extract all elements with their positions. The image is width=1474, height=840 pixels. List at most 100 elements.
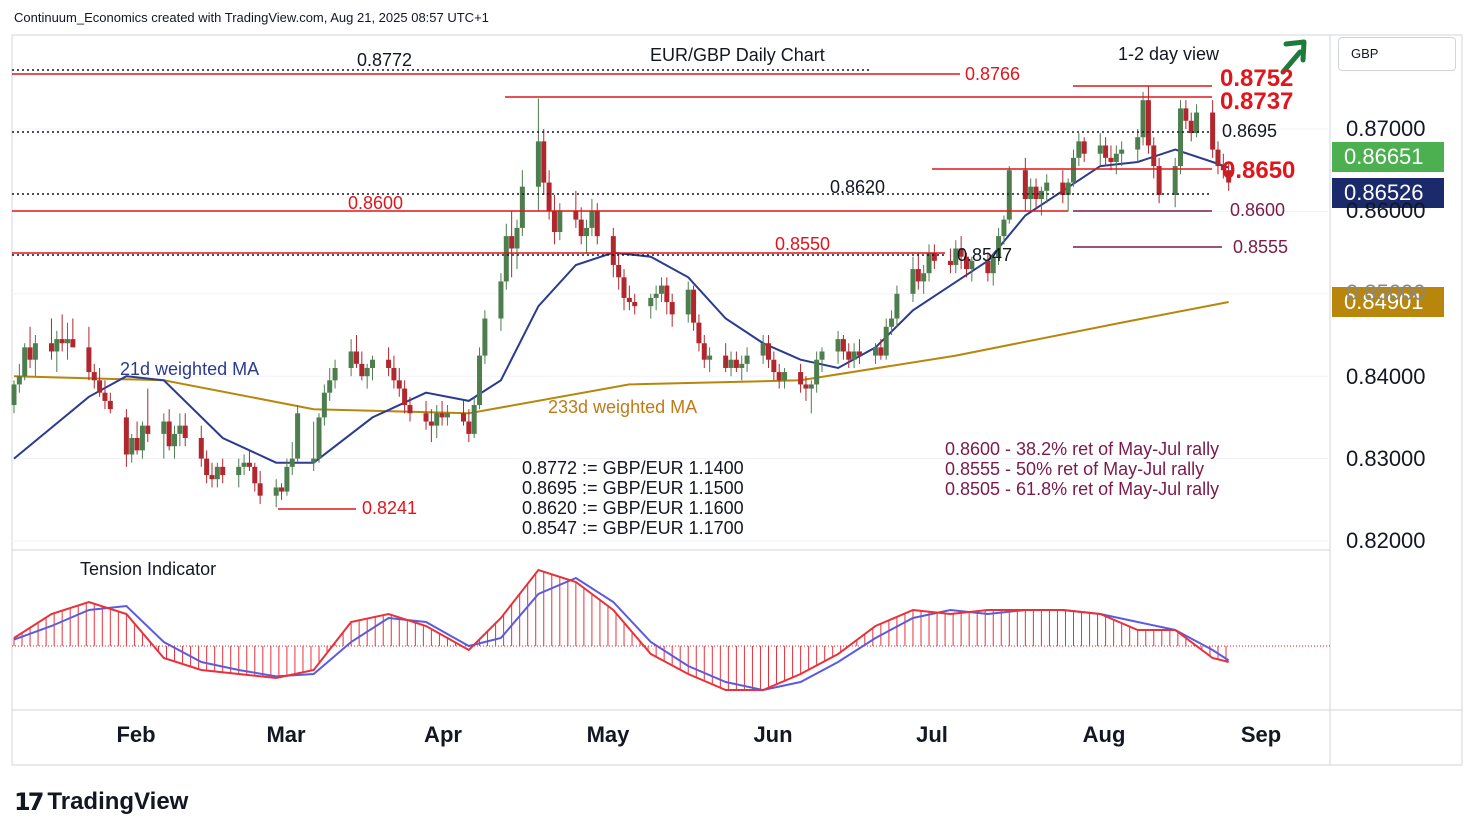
retrace-8600-label: 0.8600 — [1230, 200, 1286, 220]
level-8752-label: 0.8752 — [1220, 65, 1294, 92]
candle-body — [273, 487, 279, 496]
candle-body — [840, 339, 846, 352]
candle-body — [808, 384, 814, 389]
tradingview-logo-icon: 17 — [14, 788, 44, 816]
ma233-label: 233d weighted MA — [548, 397, 698, 417]
candle-body — [321, 392, 327, 418]
candle-body — [621, 277, 627, 298]
candle-body — [1183, 108, 1189, 121]
retracement-notes: 0.8600 - 38.2% ret of May-Jul rally 0.85… — [945, 439, 1219, 499]
x-tick-label: Sep — [1240, 722, 1282, 747]
candle-body — [54, 339, 60, 352]
candle-body — [819, 351, 825, 360]
candle-body — [65, 339, 71, 344]
candle-body — [985, 260, 991, 274]
candle-body — [996, 236, 1002, 257]
note-line: 0.8555 - 50% ret of May-Jul rally — [945, 459, 1205, 479]
candle-body — [910, 269, 916, 294]
candle-body — [364, 367, 370, 377]
candle-body — [471, 405, 477, 434]
candle-body — [835, 339, 841, 352]
candle-body — [59, 339, 65, 344]
candle-body — [1076, 141, 1082, 158]
candle-body — [691, 289, 697, 323]
candle-body — [391, 367, 397, 381]
currency-selector[interactable]: GBP — [1338, 37, 1456, 71]
candle-body — [257, 483, 263, 496]
candle-body — [658, 285, 664, 294]
level-8695-label: 0.8695 — [1222, 121, 1278, 141]
candle-body — [1001, 219, 1007, 237]
y-tick-label: 0.87000 — [1346, 116, 1426, 141]
candle-body — [541, 141, 547, 183]
ma21-price-tag: 0.86526 — [1332, 178, 1444, 208]
candle-body — [889, 318, 895, 327]
tradingview-logo[interactable]: 17 TradingView — [14, 788, 188, 816]
level-8620-label: 0.8620 — [830, 177, 886, 197]
candle-body — [70, 339, 76, 348]
candle-body — [798, 372, 804, 385]
ma233-price-tag: 0.84901 — [1332, 287, 1444, 317]
candle-body — [733, 359, 739, 368]
x-tick-label: Feb — [116, 722, 156, 747]
candle-body — [252, 466, 258, 484]
candle-body — [129, 438, 135, 455]
candle-body — [402, 388, 408, 406]
candle-body — [423, 413, 429, 422]
level-8737-label: 0.8737 — [1220, 88, 1294, 115]
candle-body — [931, 252, 937, 261]
candle-body — [1215, 149, 1221, 167]
candle-body — [771, 359, 777, 373]
candle-body — [1194, 112, 1200, 134]
candle-body — [32, 343, 38, 360]
tension-slow-line — [13, 576, 1230, 692]
gbp-eur-notes: 0.8772 := GBP/EUR 1.1400 0.8695 := GBP/E… — [522, 458, 744, 538]
candle-body — [1145, 100, 1151, 146]
tradingview-wordmark: TradingView — [47, 788, 189, 815]
candle-body — [102, 392, 108, 401]
candle-body — [97, 380, 103, 393]
level-8650-label: 0.8650 — [1222, 157, 1296, 184]
level-8772-label: 0.8772 — [357, 50, 413, 70]
view-label: 1-2 day view — [1118, 44, 1220, 64]
candle-body — [1097, 145, 1103, 154]
candle-body — [22, 347, 28, 377]
candle-body — [1022, 170, 1028, 200]
candle-body — [439, 413, 445, 418]
candle-body — [316, 417, 322, 459]
candle-body — [509, 236, 515, 249]
candle-body — [947, 260, 953, 265]
candle-body — [519, 186, 525, 228]
candle-body — [1006, 170, 1012, 220]
candle-body — [739, 363, 745, 368]
candle-body — [1028, 186, 1034, 200]
candle-body — [1188, 120, 1194, 134]
candle-body — [407, 405, 413, 414]
candle-body — [1178, 108, 1184, 167]
candle-body — [236, 466, 242, 476]
candle-body — [1033, 186, 1039, 200]
candle-body — [626, 297, 632, 303]
y-tick-label: 0.85000 — [1346, 280, 1426, 305]
candle-body — [198, 438, 204, 459]
candle-body — [610, 236, 616, 265]
candle-body — [498, 281, 504, 319]
candle-body — [1071, 157, 1077, 183]
candle-body — [1220, 166, 1226, 171]
candle-body — [990, 256, 996, 274]
candle-body — [883, 326, 889, 356]
candle-body — [584, 227, 590, 237]
candle-body — [396, 380, 402, 389]
candle-body — [246, 462, 252, 467]
note-line: 0.8695 := GBP/EUR 1.1500 — [522, 478, 744, 498]
candle-body — [760, 343, 766, 356]
tension-indicator-label: Tension Indicator — [80, 559, 217, 579]
candle-body — [289, 458, 295, 467]
candle-body — [1210, 112, 1216, 150]
chart-title: EUR/GBP Daily Chart — [650, 45, 825, 65]
candle-body — [182, 425, 188, 438]
x-tick-label: Jun — [753, 722, 793, 747]
candle-body — [894, 293, 900, 319]
candle-body — [482, 318, 488, 356]
tension-lines — [13, 568, 1230, 692]
